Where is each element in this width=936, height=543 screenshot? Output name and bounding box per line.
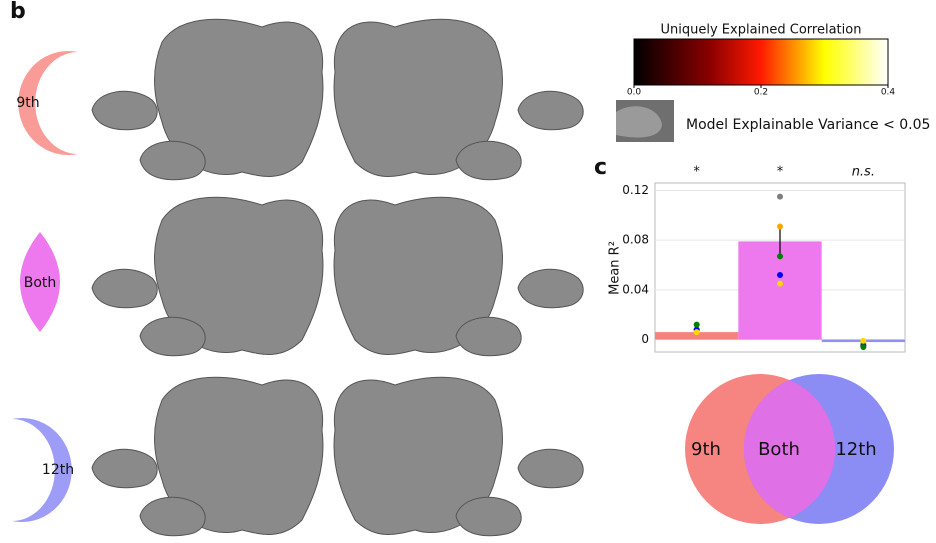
row-icon (20, 232, 60, 332)
colorbar (633, 38, 889, 86)
significance-label: * (693, 165, 700, 180)
subject-point (777, 253, 783, 260)
colorbar-tick-label: 0.2 (754, 88, 768, 98)
subject-point (860, 344, 867, 351)
brain-row (91, 196, 584, 357)
subject-point (860, 337, 867, 344)
subject-point (777, 223, 783, 230)
subject-point (777, 280, 783, 287)
subject-point (693, 329, 700, 336)
colorbar-title: Uniquely Explained Correlation (661, 23, 862, 38)
subject-point (777, 271, 783, 278)
brain-row (91, 18, 584, 181)
row-label: 9th (16, 95, 39, 111)
venn-label: 9th (691, 439, 721, 460)
venn-label: Both (758, 439, 800, 460)
subject-point (693, 321, 700, 328)
venn-overlap (743, 380, 836, 518)
row-icon (18, 51, 79, 155)
y-tick-label: 0.12 (622, 183, 649, 197)
mask-legend: Model Explainable Variance < 0.05 (686, 117, 930, 133)
y-axis-label: Mean R² (608, 241, 623, 295)
panel-label: c (594, 155, 607, 180)
significance-label: n.s. (852, 165, 875, 180)
subject-point (777, 193, 783, 200)
panel-label: b (10, 0, 26, 24)
row-label: Both (24, 275, 57, 291)
significance-label: * (777, 165, 784, 180)
y-tick-label: 0 (641, 332, 649, 346)
row-label: 12th (42, 462, 74, 478)
mask-swatch-shape (616, 106, 662, 138)
y-tick-label: 0.08 (622, 233, 649, 247)
bar (655, 332, 739, 340)
row-icon (12, 418, 72, 522)
brain-row (91, 376, 584, 537)
venn-label: 12th (835, 439, 876, 460)
y-tick-label: 0.04 (622, 282, 649, 296)
colorbar-tick-label: 0.0 (627, 88, 642, 98)
colorbar-tick-label: 0.4 (881, 88, 896, 98)
